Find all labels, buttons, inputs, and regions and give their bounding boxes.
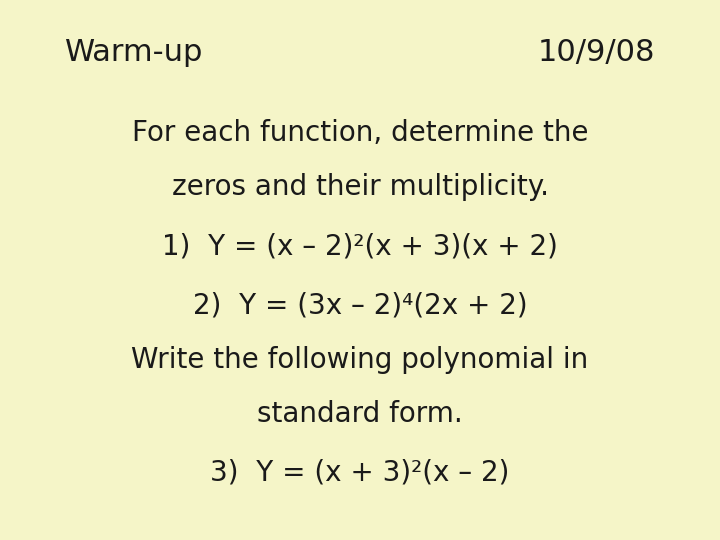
Text: zeros and their multiplicity.: zeros and their multiplicity. [171,173,549,201]
Text: standard form.: standard form. [257,400,463,428]
Text: 1)  Y = (x – 2)²(x + 3)(x + 2): 1) Y = (x – 2)²(x + 3)(x + 2) [162,232,558,260]
Text: For each function, determine the: For each function, determine the [132,119,588,147]
Text: Write the following polynomial in: Write the following polynomial in [131,346,589,374]
Text: Warm-up: Warm-up [65,38,203,67]
Text: 2)  Y = (3x – 2)⁴(2x + 2): 2) Y = (3x – 2)⁴(2x + 2) [193,292,527,320]
Text: 10/9/08: 10/9/08 [538,38,655,67]
Text: 3)  Y = (x + 3)²(x – 2): 3) Y = (x + 3)²(x – 2) [210,459,510,487]
